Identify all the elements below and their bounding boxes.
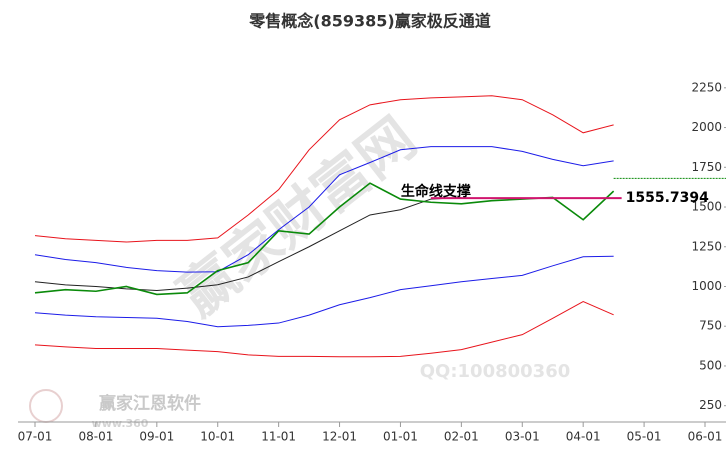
watermark: QQ:100800360: [420, 361, 571, 382]
x-tick-label: 07-01: [18, 430, 53, 444]
series-line: [34, 95, 614, 243]
y-tick-label: 2000: [691, 120, 722, 134]
y-tick-label: 750: [699, 319, 722, 333]
support-label: 生命线支撑: [401, 183, 471, 200]
series-line: [34, 255, 614, 328]
x-tick-label: 12-01: [322, 430, 357, 444]
y-tick-label: 2250: [691, 80, 722, 94]
series-line: [34, 196, 462, 291]
y-tick-label: 1250: [691, 239, 722, 253]
x-tick-label: 02-01: [444, 430, 479, 444]
x-tick-label: 01-01: [383, 430, 418, 444]
watermark: www.360: [92, 417, 149, 430]
series-line: [34, 182, 615, 296]
x-tick-label: 09-01: [139, 430, 174, 444]
y-tick-label: 500: [699, 358, 722, 372]
x-tick-label: 06-01: [688, 430, 723, 444]
y-tick-label: 250: [699, 398, 722, 412]
x-tick-label: 04-01: [566, 430, 601, 444]
x-tick-label: 03-01: [505, 430, 540, 444]
y-tick-label: 1750: [691, 160, 722, 174]
x-tick-label: 10-01: [200, 430, 235, 444]
series-line: [34, 146, 614, 273]
chart-title: 零售概念(859385)赢家极反通道: [248, 12, 490, 31]
watermark: 赢家江恩软件: [99, 393, 201, 414]
support-value: 1555.7394: [626, 190, 710, 206]
x-tick-label: 08-01: [78, 430, 113, 444]
series-line: [34, 301, 614, 358]
y-tick-label: 1000: [691, 279, 722, 293]
x-tick-label: 11-01: [261, 430, 296, 444]
logo: [29, 389, 63, 423]
y-tick-label: 1500: [691, 200, 722, 214]
watermark: 赢家财富网: [168, 106, 429, 330]
x-tick-label: 05-01: [627, 430, 662, 444]
